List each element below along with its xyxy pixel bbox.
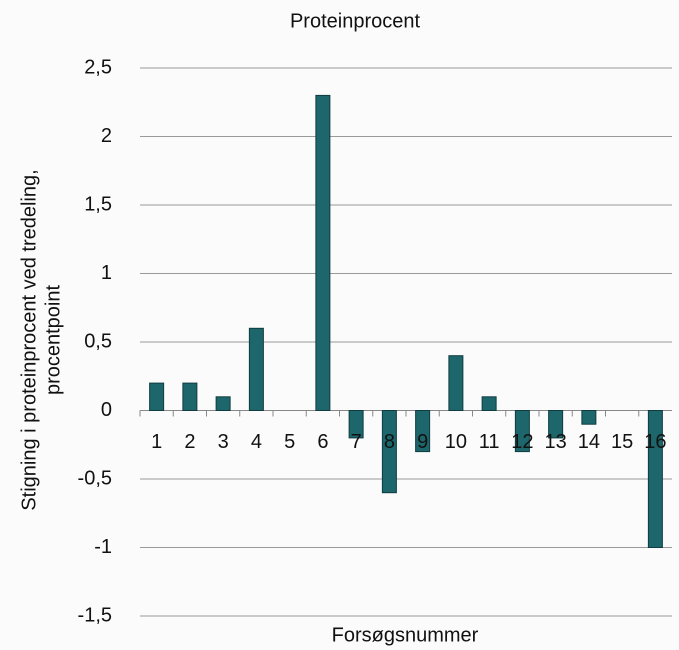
y-tick-label: 1 [101, 262, 112, 284]
bar [182, 382, 198, 412]
bar [348, 410, 364, 439]
y-tick-label: 0,5 [84, 330, 112, 352]
x-tick-label: 13 [545, 431, 567, 453]
bar [548, 410, 564, 439]
y-tick-label: 2 [101, 125, 112, 147]
x-tick-label: 16 [644, 431, 666, 453]
bar [315, 94, 331, 412]
bar [215, 396, 231, 411]
y-tick-label: 2,5 [84, 56, 112, 78]
x-tick-label: 15 [611, 431, 633, 453]
y-tick-label: -1,5 [78, 604, 112, 626]
y-tick-label: 0 [101, 399, 112, 421]
x-tick-label: 11 [479, 431, 500, 453]
bar [248, 327, 264, 411]
bar [448, 355, 464, 412]
x-tick-label: 7 [351, 431, 362, 453]
y-tick-label: -0,5 [78, 467, 112, 489]
x-tick-label: 8 [384, 431, 395, 453]
bar [381, 410, 397, 494]
bar [415, 410, 431, 453]
y-tick-label: -1 [94, 536, 112, 558]
y-axis-label: Stigning i proteinprocent ved tredeling, [18, 169, 40, 510]
x-tick-label: 10 [445, 431, 467, 453]
chart-title: Proteinprocent [290, 10, 421, 32]
x-tick-label: 2 [184, 431, 195, 453]
x-tick-label: 12 [511, 431, 533, 453]
x-axis-label: Forsøgsnummer [332, 624, 479, 646]
x-tick-label: 5 [284, 431, 295, 453]
bar [647, 410, 663, 548]
bar [514, 410, 530, 453]
x-tick-label: 6 [317, 431, 328, 453]
bar [149, 382, 165, 412]
x-tick-label: 4 [251, 431, 262, 453]
y-tick-label: 1,5 [84, 193, 112, 215]
bar [481, 396, 497, 411]
bar [581, 410, 597, 425]
x-tick-label: 14 [578, 431, 600, 453]
y-axis-label: procentpoint [42, 285, 64, 396]
x-tick-label: 1 [151, 431, 162, 453]
x-tick-label: 9 [417, 431, 428, 453]
x-tick-label: 3 [218, 431, 229, 453]
